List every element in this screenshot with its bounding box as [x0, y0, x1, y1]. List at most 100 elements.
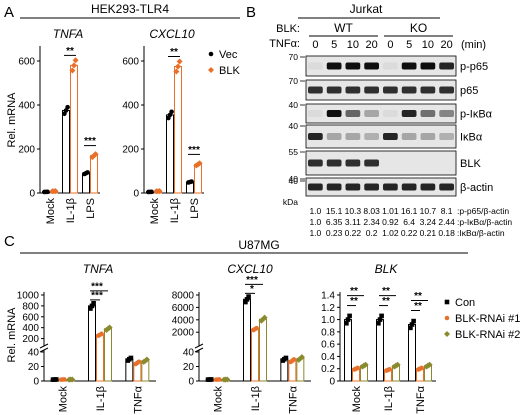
panel-b-band-1 [439, 86, 454, 94]
panel-c-chart-1-point [243, 299, 248, 305]
panel-b-band-3 [383, 133, 398, 140]
panel-a-chart-1-point-blk [156, 188, 163, 195]
panel-c-chart-1-point [244, 297, 250, 302]
panel-c-chart-0-xlabel: IL-1β [95, 386, 107, 411]
panel-c-chart-0-point [136, 359, 142, 365]
panel-c-chart-2-point [344, 320, 349, 326]
panel-c-chart-0-ytick-label: 0 [33, 377, 39, 388]
panel-b-cell-line: Jurkat [350, 2, 383, 16]
panel-b-quant-1-value: 3.24 [420, 217, 437, 227]
panel-c-chart-2-point [408, 325, 413, 331]
panel-b-quant-0-value: 1.0 [309, 206, 321, 216]
panel-b-blot-label-4: BLK [460, 158, 481, 170]
panel-c-legend-label-2: BLK-RNAi #2 [455, 329, 520, 341]
panel-a-chart-0-point-blk [69, 67, 76, 74]
panel-a-chart-0-point-blk [72, 57, 79, 64]
panel-b-time-1: 5 [331, 39, 337, 51]
panel-a-chart-1-ytick-label: 400 [122, 101, 139, 112]
panel-a-chart-0-title: TNFA [53, 27, 83, 41]
panel-a-chart-0-ytick-label: 200 [18, 145, 35, 156]
panel-b-blot-0 [305, 55, 457, 77]
panel-b-band-1 [420, 86, 436, 94]
panel-c-chart-0-point [88, 306, 93, 311]
panel-b-blot-3 [305, 124, 457, 149]
panel-c-chart-2-sig-label: ** [382, 296, 390, 307]
panel-b-band-5 [383, 183, 398, 191]
panel-a-chart-0-xlabel: LPS [85, 198, 97, 219]
panel-b-band-0 [383, 62, 398, 70]
panel-c-chart-0-title: TNFA [83, 262, 113, 276]
panel-a-chart-0-bar-blk [90, 155, 98, 194]
panel-b-time-5: 5 [406, 39, 412, 51]
panel-a-chart-1-title: CXCL10 [149, 27, 195, 41]
panel-b-quant-0-value: 10.3 [345, 206, 362, 216]
panel-c-chart-1-axis-break [194, 347, 204, 353]
panel-c-legend-label-1: BLK-RNAi #1 [455, 313, 520, 325]
panel-b-band-3 [401, 133, 417, 140]
panel-b-marker-4: 55 [289, 147, 299, 157]
panel-b-quant-1-value: 2.34 [363, 217, 380, 227]
panel-b-band-1 [401, 86, 417, 94]
panel-b-marker-1: 70 [289, 76, 299, 86]
panel-c-chart-0-ytick-label: 40 [28, 348, 40, 359]
panel-a-chart-1-ytick-label: 200 [122, 145, 139, 156]
panel-b-quant-1-value: 2.44 [438, 217, 455, 227]
panel-b-marker-0: 70 [289, 52, 299, 62]
panel-b-band-2 [383, 110, 398, 117]
panel-c-chart-2-sig-label: ** [414, 301, 422, 312]
panel-a-chart-0-sig-label: *** [84, 136, 96, 147]
panel-b-band-0 [326, 62, 342, 70]
panel-b-band-2 [364, 110, 379, 117]
panel-b-band-5 [364, 183, 379, 191]
panel-c-chart-1-ytick-label: 20 [183, 362, 195, 373]
panel-c-chart-0-ytick-label: 400 [22, 323, 39, 334]
panel-c-chart-0-axis-break [39, 347, 49, 353]
panel-b-blot-4 [305, 150, 457, 176]
panel-b-quant-2-value: 0.21 [420, 228, 437, 238]
panel-c-chart-0-sig-label: *** [91, 281, 103, 292]
panel-b-band-3 [364, 133, 379, 140]
panel-c-chart-1-ytick-label: 8000 [172, 291, 195, 302]
panel-a-chart-1-point-blk [196, 160, 203, 167]
panel-c-chart-0-point [99, 331, 104, 337]
panel-b-band-2 [326, 110, 342, 117]
panel-a-chart-0-point-blk [52, 188, 59, 195]
panel-c-chart-1-sig-label: *** [246, 275, 258, 286]
panel-a-chart-1-ytick-label: 600 [122, 57, 139, 68]
panel-c-chart-0-axis-break [39, 343, 49, 349]
panel-c-chart-1-axis-break [194, 343, 204, 349]
panel-a-chart-1-ytick-label: 0 [133, 189, 139, 200]
panel-c-chart-1-point [246, 294, 251, 299]
panel-a-chart-0-bar-blk [70, 64, 78, 194]
panel-b-quant-0-value: 8.03 [363, 206, 380, 216]
panel-b-band-0 [308, 62, 323, 70]
panel-c-chart-1-xlabel: Mock [213, 386, 225, 413]
panel-b-band-1 [326, 86, 342, 94]
panel-b-quant-0-value: 16.1 [401, 206, 418, 216]
panel-b-quant-1-value: 6.4 [403, 217, 415, 227]
panel-c-chart-2-xlabel: IL-1β [383, 386, 395, 411]
panel-b-band-1 [383, 86, 398, 94]
panel-b-band-0 [420, 62, 436, 70]
panel-c-chart-2-xlabel: TNFα [415, 385, 427, 413]
panel-a-chart-0-xlabel: IL-1β [65, 198, 77, 223]
panel-c-chart-0-xlabel: Mock [58, 386, 70, 413]
panel-c-chart-0-point [91, 300, 96, 306]
panel-a-chart-0-sig-label: ** [66, 46, 74, 57]
panel-b-quant-2-value: 0.23 [326, 228, 343, 238]
panel-b-blk-label: BLK: [276, 23, 300, 35]
panel-c-chart-1-xlabel: IL-1β [250, 386, 262, 411]
panel-b-quant-0-value: 15.1 [326, 206, 343, 216]
panel-a-chart-0-bar-vec [82, 172, 90, 194]
panel-c-chart-2-ytick-label: 0.6 [321, 340, 335, 351]
panel-a-chart-1-point-vec [149, 189, 154, 195]
panel-a-chart-1-xlabel: IL-1β [169, 198, 181, 223]
panel-b-quant-1-value: 3.11 [345, 217, 361, 227]
panel-b-blot-label-3: IκBα [460, 132, 483, 144]
panel-c-legend-swatch-2 [444, 331, 450, 337]
panel-b-quant-1-label: :p-IκBα/β-actin [457, 217, 512, 227]
panel-c-chart-2-point [377, 317, 383, 322]
panel-c-chart-2-point [345, 317, 351, 322]
panel-b-quant-1-value: 0.92 [382, 217, 399, 227]
